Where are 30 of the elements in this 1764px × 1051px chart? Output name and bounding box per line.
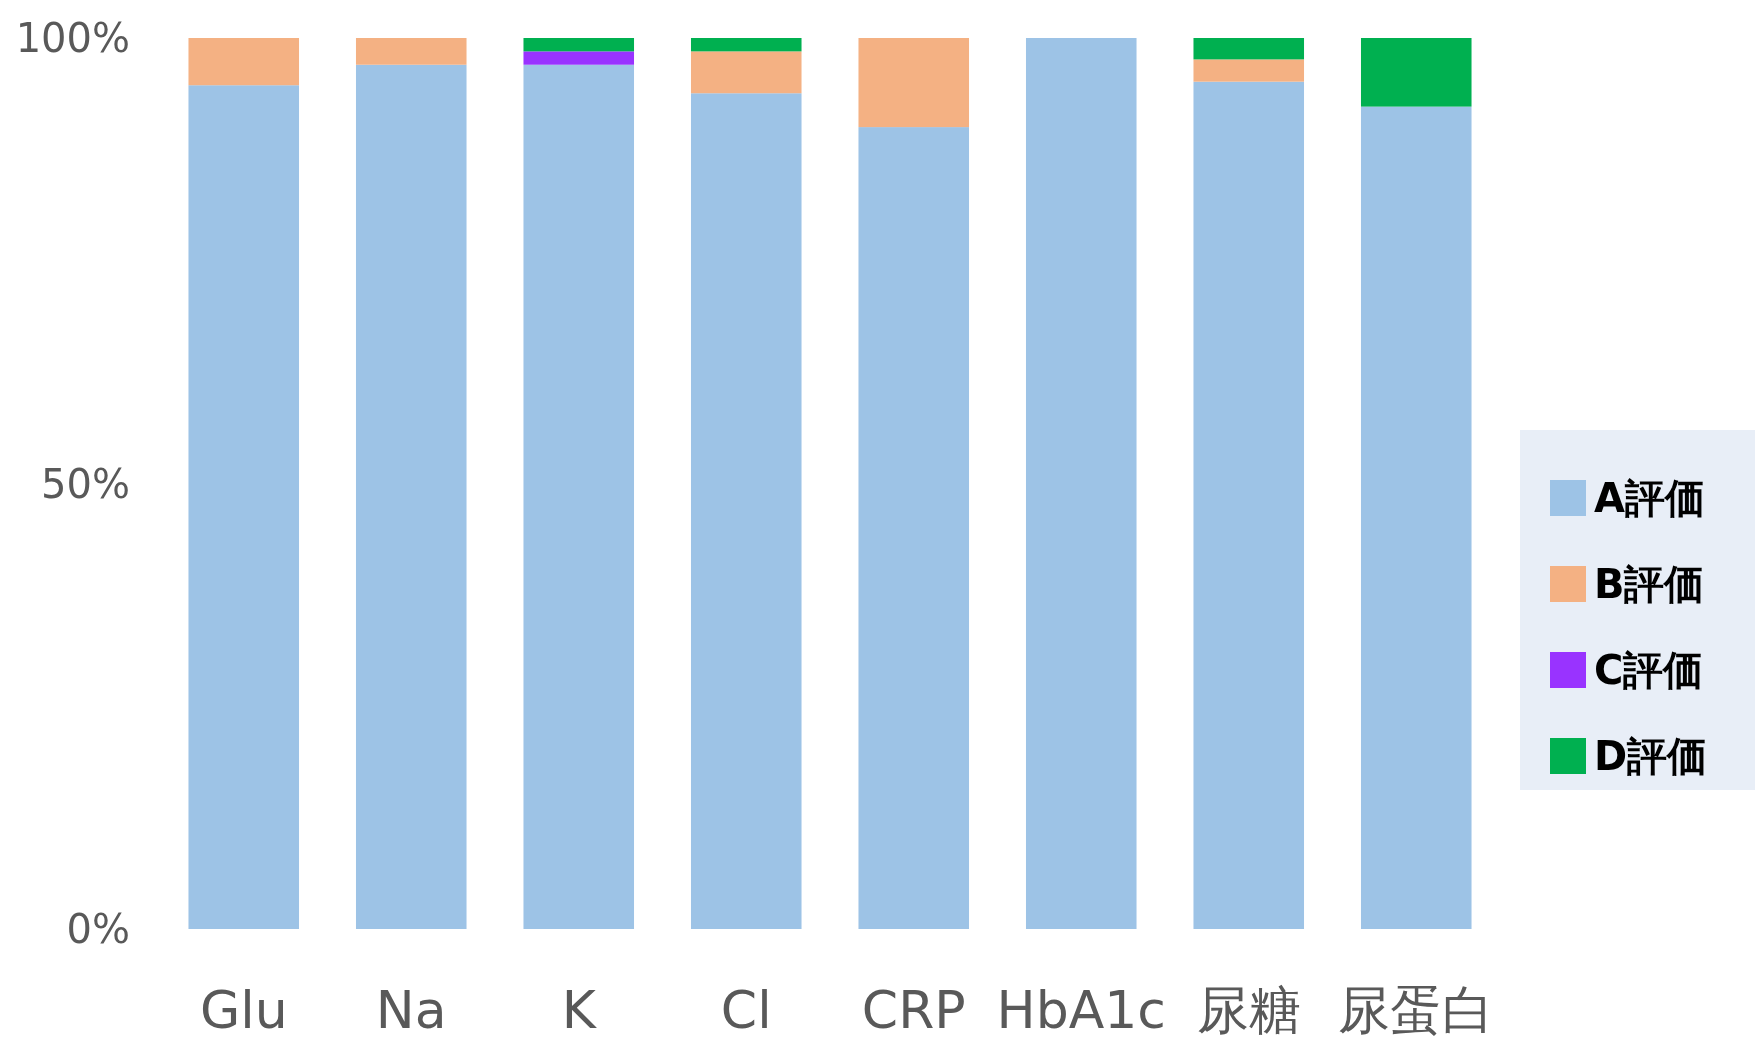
y-tick-label: 100% bbox=[15, 15, 130, 61]
x-tick-label: 尿蛋白 bbox=[1338, 980, 1495, 1040]
bar bbox=[1025, 38, 1137, 929]
bar bbox=[355, 38, 467, 65]
x-tick-label: Na bbox=[375, 980, 447, 1040]
x-tick-label: HbA1c bbox=[996, 980, 1166, 1040]
x-tick-label: Cl bbox=[720, 980, 772, 1040]
x-tick-label: CRP bbox=[861, 980, 966, 1040]
bar bbox=[858, 127, 970, 929]
y-tick-label: 0% bbox=[66, 906, 130, 952]
legend-label: B評価 bbox=[1594, 561, 1705, 607]
bar bbox=[1193, 38, 1305, 60]
bar bbox=[355, 64, 467, 929]
bar bbox=[188, 38, 300, 86]
x-tick-label: Glu bbox=[199, 980, 288, 1040]
x-tick-label: 尿糖 bbox=[1196, 980, 1301, 1040]
bar bbox=[188, 85, 300, 929]
legend-label: C評価 bbox=[1594, 647, 1704, 693]
bar bbox=[1193, 81, 1305, 929]
bar bbox=[690, 38, 802, 52]
bar bbox=[690, 51, 802, 94]
y-tick-label: 50% bbox=[41, 460, 130, 507]
bar bbox=[858, 38, 970, 128]
bar bbox=[1360, 38, 1472, 107]
bar bbox=[690, 93, 802, 929]
legend-label: D評価 bbox=[1594, 733, 1708, 779]
bar bbox=[1193, 59, 1305, 82]
legend-label: A評価 bbox=[1594, 475, 1705, 521]
x-tick-label: K bbox=[561, 980, 598, 1040]
bar bbox=[1360, 106, 1472, 929]
